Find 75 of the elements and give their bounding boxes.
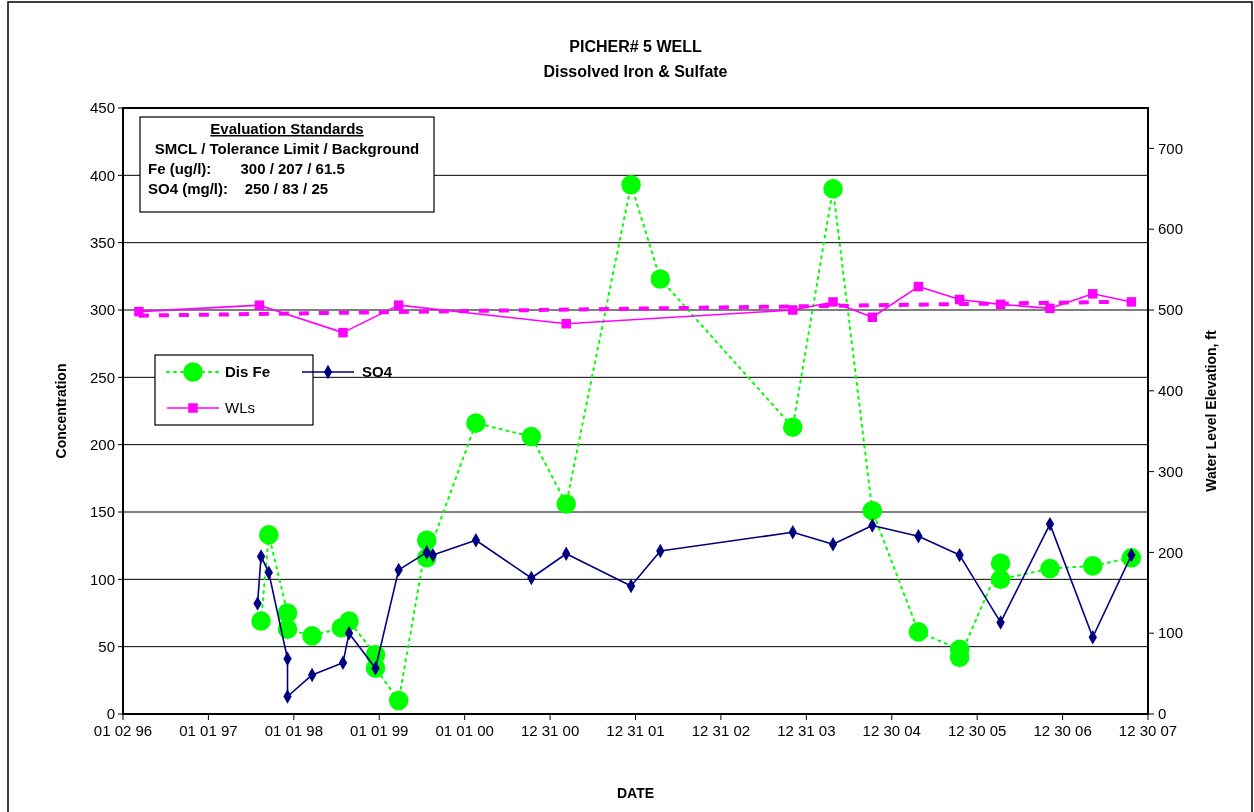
point	[862, 500, 883, 521]
point	[466, 413, 486, 433]
y2-tick-label: 600	[1158, 220, 1184, 238]
y2-tick-label: 0	[1158, 705, 1167, 723]
point	[990, 569, 1011, 590]
x-tick-label: 01 02 96	[93, 722, 153, 739]
y-tick-label: 450	[89, 99, 115, 117]
y2-tick-label: 700	[1158, 139, 1184, 157]
point	[1045, 303, 1055, 314]
point	[990, 553, 1011, 573]
chart-title: PICHER# 5 WELL	[569, 38, 702, 55]
point	[782, 417, 803, 437]
x-tick-label: 12 30 07	[1118, 722, 1178, 739]
y-tick-label: 0	[106, 705, 115, 723]
y-axis-title: Concentration	[53, 363, 69, 459]
y2-tick-label: 200	[1158, 543, 1184, 561]
x-tick-label: 12 31 02	[691, 722, 751, 739]
y-tick-label: 150	[89, 503, 115, 521]
y2-tick-label: 500	[1158, 301, 1184, 319]
x-tick-label: 12 31 01	[606, 722, 665, 739]
point	[251, 611, 271, 631]
annotation: Fe (ug/l): 300 / 207 / 61.5	[148, 160, 345, 177]
point	[788, 305, 798, 315]
point	[823, 179, 843, 199]
x-tick-label: 01 01 00	[435, 722, 494, 739]
annotation: SMCL / Tolerance Limit / Background	[154, 140, 420, 157]
point	[867, 312, 878, 323]
y-tick-label: 250	[89, 368, 115, 386]
point	[393, 300, 404, 310]
point	[1083, 556, 1103, 576]
x-tick-label: 12 30 05	[947, 722, 1007, 739]
legend-label: Dis Fe	[225, 363, 271, 381]
point	[828, 297, 838, 307]
point	[521, 426, 542, 447]
x-tick-label: 01 01 99	[350, 722, 409, 739]
x-tick-label: 12 31 03	[777, 722, 836, 739]
legend-label: SO4	[362, 363, 393, 381]
point	[302, 626, 322, 646]
y-tick-label: 200	[89, 435, 115, 453]
point	[1088, 289, 1098, 299]
y-tick-label: 400	[89, 166, 115, 184]
point	[277, 619, 298, 639]
point	[1040, 558, 1060, 579]
point	[650, 269, 671, 289]
x-tick-label: 01 01 97	[179, 722, 238, 739]
point	[339, 611, 359, 631]
y-tick-label: 350	[89, 233, 115, 251]
y2-tick-label: 400	[1158, 382, 1184, 400]
y-tick-label: 50	[98, 637, 115, 655]
annotation: Evaluation Standards	[210, 120, 364, 137]
legend-label: WLs	[225, 399, 255, 417]
point	[561, 318, 571, 329]
point	[1126, 297, 1137, 307]
y2-axis-title: Water Level Elevation, ft	[1203, 330, 1219, 492]
x-tick-label: 01 01 98	[264, 722, 324, 739]
point	[621, 175, 641, 195]
x-tick-label: 12 30 06	[1033, 722, 1092, 739]
annotation: SO4 (mg/l): 250 / 83 / 25	[148, 180, 329, 197]
y2-tick-label: 300	[1158, 462, 1184, 480]
point	[388, 690, 409, 711]
point	[259, 525, 279, 545]
point	[416, 530, 437, 551]
y-tick-label: 300	[89, 301, 115, 319]
x-axis-title: DATE	[616, 785, 655, 801]
point	[338, 327, 348, 338]
x-tick-label: 12 31 00	[520, 722, 580, 739]
point	[913, 281, 924, 292]
point	[277, 603, 298, 623]
point	[254, 300, 265, 310]
y-tick-label: 100	[89, 570, 115, 588]
chart-subtitle: Dissolved Iron & Sulfate	[543, 63, 728, 80]
y2-tick-label: 100	[1158, 624, 1184, 642]
x-tick-label: 12 30 04	[862, 722, 921, 739]
point	[556, 494, 576, 514]
point	[908, 622, 929, 642]
